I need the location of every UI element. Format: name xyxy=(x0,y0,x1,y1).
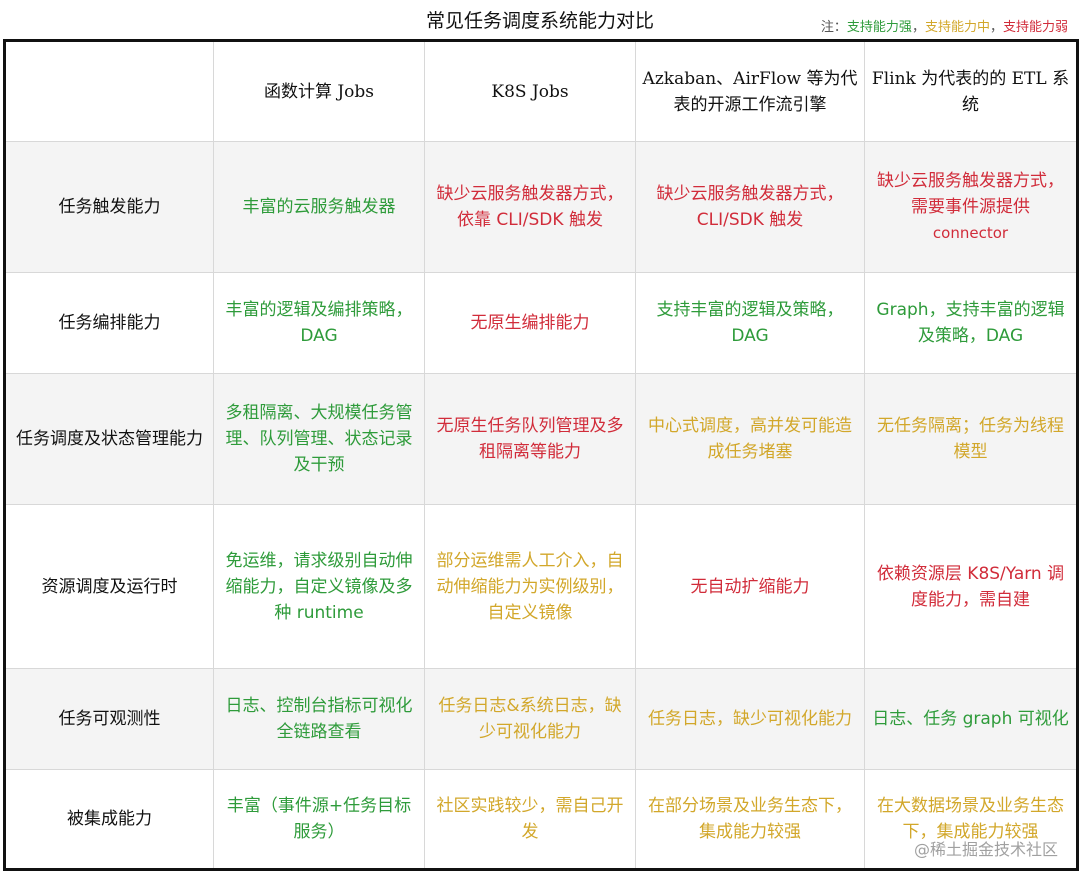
row-label: 任务可观测性 xyxy=(4,668,214,770)
table-cell: 无原生编排能力 xyxy=(424,272,636,374)
table-row: 任务调度及状态管理能力 多租隔离、大规模任务管理、队列管理、状态记录及干预 无原… xyxy=(4,373,1078,505)
column-header: Azkaban、AirFlow 等为代表的开源工作流引擎 xyxy=(635,40,865,142)
column-header: 函数计算 Jobs xyxy=(213,40,425,142)
column-header: Flink 为代表的的 ETL 系统 xyxy=(864,40,1078,142)
table-cell: 丰富（事件源+任务目标服务） xyxy=(213,769,425,870)
table-cell: 免运维，请求级别自动伸缩能力，自定义镜像及多种 runtime xyxy=(213,504,425,669)
page-title: 常见任务调度系统能力对比 xyxy=(425,10,654,32)
legend-prefix: 注： xyxy=(820,20,847,35)
row-label: 任务调度及状态管理能力 xyxy=(4,373,214,505)
table-row: 任务可观测性 日志、控制台指标可视化全链路查看 任务日志&系统日志，缺少可视化能… xyxy=(4,668,1078,770)
table-cell: 任务日志，缺少可视化能力 xyxy=(635,668,865,770)
table-cell: 无自动扩缩能力 xyxy=(635,504,865,669)
table-cell: 丰富的云服务触发器 xyxy=(213,141,425,273)
table-cell: 日志、控制台指标可视化全链路查看 xyxy=(213,668,425,770)
table-row: 被集成能力 丰富（事件源+任务目标服务） 社区实践较少，需自己开发 在部分场景及… xyxy=(4,769,1078,870)
cell-text: 缺少云服务触发器方式，需要事件源提供 xyxy=(877,171,1064,217)
table-row: 任务触发能力 丰富的云服务触发器 缺少云服务触发器方式，依靠 CLI/SDK 触… xyxy=(4,141,1078,273)
row-label: 任务触发能力 xyxy=(4,141,214,273)
legend: 注：支持能力强，支持能力中，支持能力弱 xyxy=(821,16,1068,35)
cell-subtext: connector xyxy=(932,224,1009,242)
table-cell: 缺少云服务触发器方式，CLI/SDK 触发 xyxy=(635,141,865,273)
table-cell: 支持丰富的逻辑及策略，DAG xyxy=(635,272,865,374)
legend-separator: ， xyxy=(989,20,1003,35)
legend-mid: 支持能力中 xyxy=(924,20,990,35)
row-label: 被集成能力 xyxy=(4,769,214,870)
table-cell: 社区实践较少，需自己开发 xyxy=(424,769,636,870)
watermark: @稀土掘金技术社区 xyxy=(913,840,1058,859)
table-cell: 缺少云服务触发器方式，依靠 CLI/SDK 触发 xyxy=(424,141,636,273)
table-cell: 缺少云服务触发器方式，需要事件源提供 connector xyxy=(864,141,1078,273)
corner-cell xyxy=(4,40,214,142)
row-label: 任务编排能力 xyxy=(4,272,214,374)
table-row: 任务编排能力 丰富的逻辑及编排策略，DAG 无原生编排能力 支持丰富的逻辑及策略… xyxy=(4,272,1078,374)
row-label: 资源调度及运行时 xyxy=(4,504,214,669)
table-cell: 在部分场景及业务生态下，集成能力较强 xyxy=(635,769,865,870)
column-header: K8S Jobs xyxy=(424,40,636,142)
table-cell: 在大数据场景及业务生态下，集成能力较强 xyxy=(864,769,1078,870)
table-cell: 丰富的逻辑及编排策略，DAG xyxy=(213,272,425,374)
comparison-table: 函数计算 Jobs K8S Jobs Azkaban、AirFlow 等为代表的… xyxy=(3,39,1079,871)
table-cell: 依赖资源层 K8S/Yarn 调度能力，需自建 xyxy=(864,504,1078,669)
table-cell: 日志、任务 graph 可视化 xyxy=(864,668,1078,770)
table-row: 资源调度及运行时 免运维，请求级别自动伸缩能力，自定义镜像及多种 runtime… xyxy=(4,504,1078,669)
table-cell: 无任务隔离；任务为线程模型 xyxy=(864,373,1078,505)
table-cell: Graph，支持丰富的逻辑及策略，DAG xyxy=(864,272,1078,374)
table-cell: 多租隔离、大规模任务管理、队列管理、状态记录及干预 xyxy=(213,373,425,505)
table-cell: 部分运维需人工介入，自动伸缩能力为实例级别，自定义镜像 xyxy=(424,504,636,669)
legend-strong: 支持能力强 xyxy=(846,20,912,35)
table-cell: 无原生任务队列管理及多租隔离等能力 xyxy=(424,373,636,505)
legend-weak: 支持能力弱 xyxy=(1002,20,1068,35)
header-row: 函数计算 Jobs K8S Jobs Azkaban、AirFlow 等为代表的… xyxy=(4,40,1078,142)
table-cell: 任务日志&系统日志，缺少可视化能力 xyxy=(424,668,636,770)
legend-separator: ， xyxy=(911,20,925,35)
table-cell: 中心式调度，高并发可能造成任务堵塞 xyxy=(635,373,865,505)
